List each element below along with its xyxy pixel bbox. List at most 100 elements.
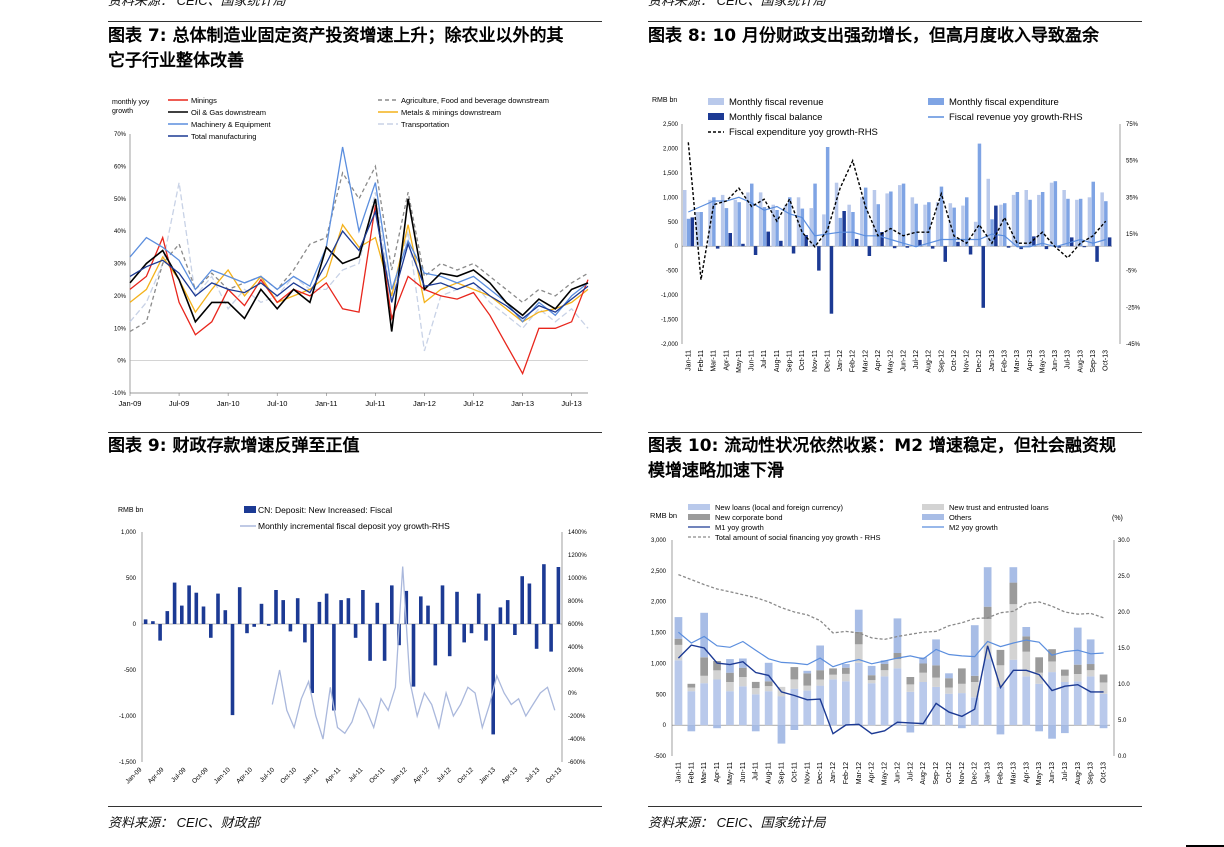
top-rule-left: [108, 21, 602, 22]
fig9-legend-swatch: [244, 506, 256, 513]
fig10-bar-segment: [893, 659, 902, 669]
fig9-bar: [368, 624, 372, 661]
fig8-legend-swatch: [708, 98, 724, 105]
fig10-title-line2: 模增速略加速下滑: [648, 461, 784, 481]
fig10-xtick: Jul-12: [907, 762, 914, 781]
fig9-xtick: Oct-09: [191, 766, 210, 785]
fig8-xtick: Sep-13: [1090, 350, 1097, 373]
fig9-ytick: 500: [126, 576, 137, 582]
fig10-xtick: Mar-13: [1010, 762, 1017, 784]
fig10-xtick: Sep-13: [1088, 762, 1095, 785]
fig8-bar: [699, 212, 703, 247]
fig9-xtick: Jan-09: [124, 766, 143, 785]
fig8-xtick: Dec-12: [976, 350, 983, 373]
fig10-bar-segment: [867, 665, 876, 676]
fig8-bar: [855, 238, 859, 247]
fig9-xtick: Jan-12: [390, 766, 409, 785]
fig10-bar-segment: [842, 667, 850, 674]
fig9-xtick: Oct-13: [545, 766, 564, 785]
fig10-bar-segment: [803, 670, 812, 674]
fig9-bar: [252, 624, 256, 627]
fig7-ytick: 60%: [114, 164, 127, 170]
fig8-bar: [990, 219, 994, 247]
fig8-xtick: Jul-11: [761, 350, 768, 369]
fig8-xtick: Mar-13: [1014, 350, 1021, 372]
fig10-bar-segment: [970, 675, 979, 682]
fig8-bar: [741, 243, 745, 247]
fig10-legend-label: M1 yoy growth: [715, 523, 764, 532]
fig8-bar: [1062, 190, 1066, 247]
fig10-bar-segment: [803, 685, 812, 691]
fig8-xtick: Feb-12: [850, 350, 857, 372]
fig8-bar: [961, 205, 965, 247]
fig10-bar-segment: [932, 677, 940, 687]
fig9-bar: [440, 585, 445, 624]
fig10-bar-segment: [1073, 681, 1082, 726]
fig10-bar-segment: [854, 609, 863, 632]
fig10-bar-segment: [751, 688, 760, 695]
fig9-bar: [375, 602, 380, 624]
fig8-bar: [788, 197, 792, 247]
fig9-xtick: Jul-12: [435, 766, 453, 784]
header-source-left: 资料来源： CEIC、国家统计局: [108, 0, 286, 8]
fig10-bar-segment: [713, 725, 721, 729]
fig10-y2tick: 30.0: [1118, 538, 1130, 544]
fig8-bar: [737, 202, 741, 247]
fig8-xtick: Sep-11: [787, 350, 794, 372]
fig10-bar-segment: [1048, 661, 1056, 673]
fig10-bar-segment: [842, 681, 850, 726]
fig8-bar: [1028, 199, 1032, 247]
fig8-bar: [1032, 236, 1036, 247]
fig9-y2tick: -200%: [568, 714, 586, 720]
fig10-bar-segment: [1061, 675, 1069, 682]
fig8-bar: [804, 235, 808, 247]
fig8-ytick: -2,000: [661, 342, 679, 348]
fig8-legend-label: Monthly fiscal expenditure: [949, 97, 1059, 108]
fig8-xtick: Jan-13: [989, 350, 996, 372]
fig10-bar-segment: [764, 681, 773, 687]
fig8-bar: [1107, 237, 1112, 247]
fig10-bar-segment: [867, 683, 876, 726]
fig9-bar: [419, 596, 423, 624]
fig8-ytick: 2,000: [663, 146, 679, 152]
fig8-xtick: Jul-12: [913, 350, 920, 369]
fig10-title: 图表 10: 流动性状况依然收紧：M2 增速稳定，但社会融资规 模增速略加速下滑: [648, 434, 1148, 484]
fig8-bar: [956, 241, 960, 247]
fig10-bar-segment: [764, 691, 773, 726]
fig7-xtick: Jan-12: [413, 399, 436, 408]
fig8-bar: [851, 212, 855, 247]
fig8-bar: [758, 192, 763, 247]
fig8-xtick: Apr-12: [875, 350, 882, 371]
fig10-bar-segment: [816, 685, 824, 726]
fig10-bar-segment: [790, 688, 799, 726]
fig8-xtick: Oct-13: [1103, 350, 1110, 371]
fig8-xtick: Jun-12: [900, 350, 907, 372]
fig8-ytick: 2,500: [663, 122, 679, 128]
bottom-rule-left: [108, 806, 602, 807]
fig9-ytick: 1,000: [121, 530, 137, 536]
fig10-bar-segment: [854, 644, 863, 663]
fig8-bar: [1075, 199, 1079, 247]
fig8-bar: [715, 246, 720, 249]
fig9-xtick: Oct-12: [456, 766, 475, 785]
fig8-bar: [952, 207, 956, 247]
fig9-xtick: Jan-11: [302, 766, 321, 785]
fig10-bar-segment: [1035, 657, 1043, 673]
fig8-bar: [930, 246, 935, 249]
fig8-bar: [948, 203, 953, 247]
fig10-bar-segment: [945, 693, 953, 726]
fig9-bar: [143, 619, 148, 624]
fig10-bar-segment: [1099, 725, 1108, 729]
fig8-bar: [842, 211, 846, 247]
fig10-bar-segment: [893, 652, 902, 660]
fig10-bar-segment: [700, 612, 708, 658]
fig9-bar: [520, 576, 524, 624]
fig9-chart: RMB bn -1,500 -1,000 -500 0 500 1,000 -600% -400…: [118, 505, 587, 785]
fig10-legend-label: New corporate bond: [715, 513, 783, 522]
fig7-xtick: Jan-09: [119, 399, 142, 408]
fig10-xtick: Feb-12: [843, 762, 850, 784]
fig8-y2tick: 35%: [1126, 195, 1139, 201]
fig10-xtick: Aug-13: [1075, 762, 1082, 785]
fig10-bar-segment: [713, 670, 721, 680]
fig9-title: 图表 9: 财政存款增速反弹至正值: [108, 434, 608, 459]
